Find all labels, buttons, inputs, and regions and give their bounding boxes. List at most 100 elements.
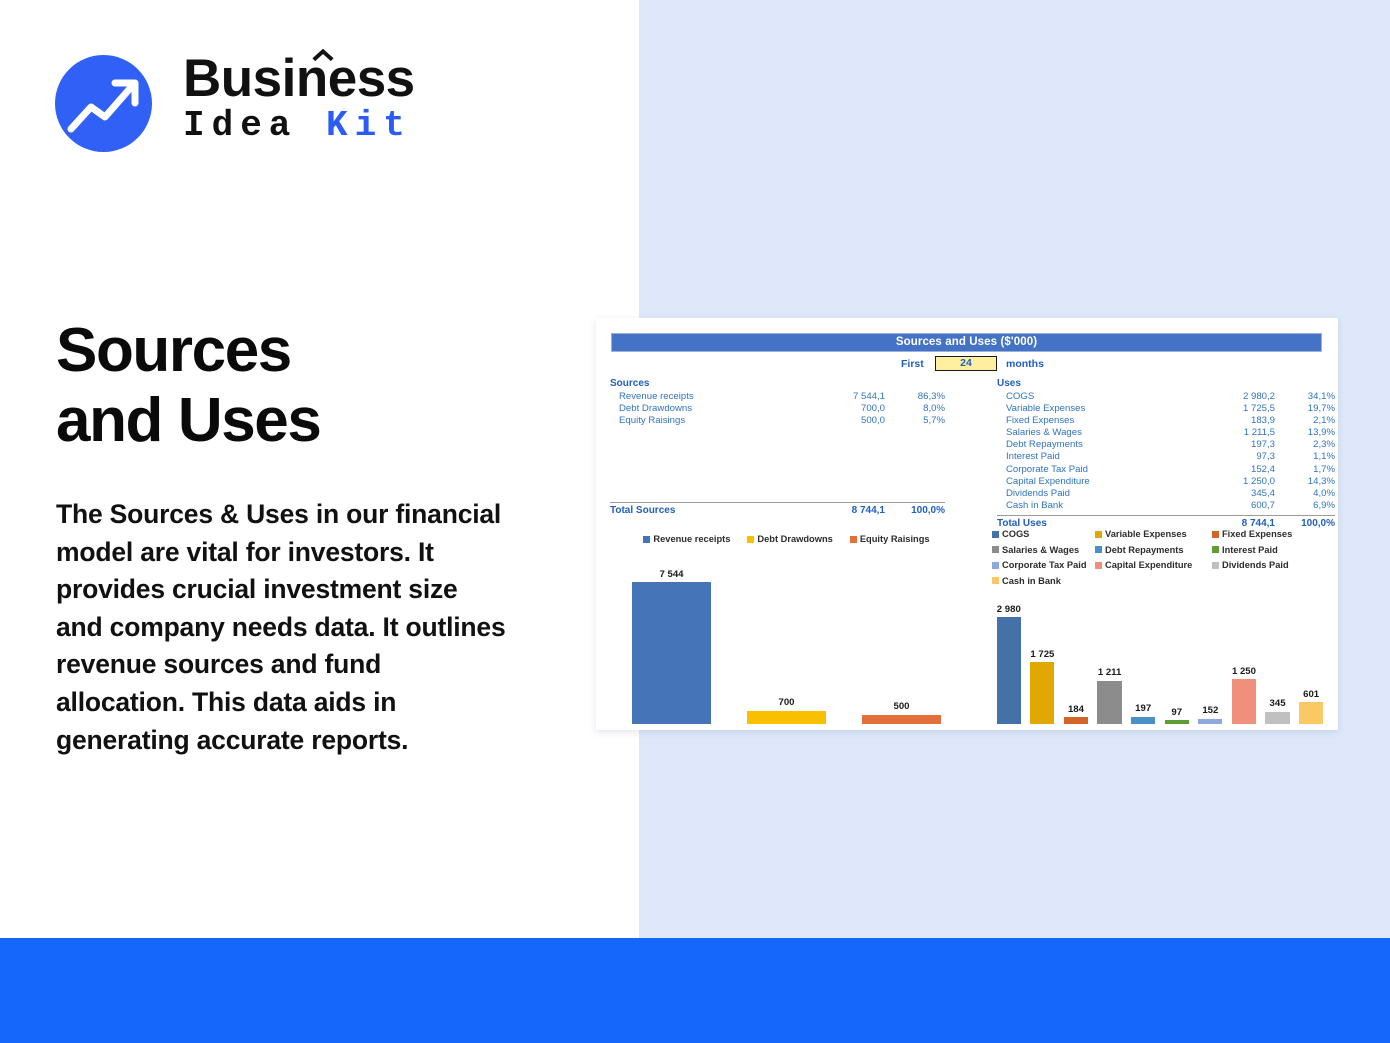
row-value: 500,0	[860, 415, 885, 427]
row-label: Dividends Paid	[1006, 487, 1070, 499]
row-label: Revenue receipts	[619, 391, 694, 402]
uses-bar-chart: 2 980 1 725 184 1 211 197 97 152 1 250 345 601	[992, 599, 1328, 730]
row-percent: 5,7%	[923, 415, 945, 427]
legend-label: Corporate Tax Paid	[1002, 560, 1087, 570]
bar-group: 7 544	[614, 562, 729, 724]
legend-item[interactable]: COGS	[992, 529, 1095, 539]
legend-swatch-icon	[1095, 530, 1102, 538]
legend-label: Variable Expenses	[1105, 529, 1187, 539]
bar[interactable]	[632, 582, 711, 724]
row-percent: 19,7%	[1307, 403, 1335, 415]
table-spacer	[610, 427, 945, 499]
bar[interactable]	[1299, 702, 1324, 724]
bar-value-label: 345	[1269, 698, 1286, 710]
legend-swatch-icon	[1212, 561, 1219, 569]
legend-swatch-icon	[992, 546, 999, 553]
row-value: 197,3	[1250, 439, 1275, 451]
legend-item[interactable]: Corporate Tax Paid	[992, 560, 1095, 570]
table-row: Debt Repayments 197,3 2,3%	[997, 439, 1335, 451]
bar[interactable]	[1063, 717, 1089, 724]
bar-value-label: 197	[1135, 703, 1152, 715]
bar[interactable]	[747, 710, 826, 724]
legend-label: Capital Expenditure	[1105, 560, 1193, 570]
sources-bar-chart: 7 544 700 500	[614, 562, 959, 730]
row-value: 2 980,2	[1242, 391, 1275, 402]
legend-item[interactable]: Debt Repayments	[1095, 545, 1212, 555]
bar[interactable]	[1097, 680, 1122, 724]
legend-swatch-icon	[992, 561, 999, 569]
months-control-row: First 24 months	[596, 356, 1338, 374]
row-label: Variable Expenses	[1006, 403, 1086, 415]
legend-label: COGS	[1002, 529, 1030, 539]
legend-swatch-icon	[1095, 546, 1102, 553]
row-label: Equity Raisings	[619, 415, 686, 427]
legend-item[interactable]: Fixed Expenses	[1212, 529, 1322, 539]
table-row: Revenue receipts 7 544,1 86,3%	[610, 391, 945, 403]
legend-item[interactable]: Revenue receipts	[643, 534, 730, 544]
legend-item[interactable]: Dividends Paid	[1212, 560, 1322, 570]
bar-value-label: 184	[1067, 703, 1084, 715]
uses-table: Uses COGS 2 980,2 34,1% Variable Expense…	[997, 378, 1335, 530]
legend-item[interactable]: Variable Expenses	[1095, 529, 1212, 539]
row-label: Corporate Tax Paid	[1006, 463, 1088, 475]
bar[interactable]	[1231, 679, 1257, 724]
uses-bars: 2 980 1 725 184 1 211 197 97 152 1 250 345 601	[992, 599, 1328, 724]
bar-value-label: 2 980	[996, 603, 1021, 615]
row-percent: 34,1%	[1307, 391, 1335, 402]
bar[interactable]	[1265, 711, 1290, 724]
footer-stripe	[0, 938, 1390, 1043]
table-divider	[610, 502, 945, 504]
row-percent: 8,0%	[923, 403, 945, 415]
bar[interactable]	[1030, 662, 1055, 724]
legend-item[interactable]: Interest Paid	[1212, 545, 1322, 555]
row-percent: 14,3%	[1307, 475, 1335, 487]
sources-bars: 7 544 700 500	[614, 562, 959, 724]
total-percent: 100,0%	[911, 505, 945, 517]
brand-name-line1: Business	[183, 49, 415, 108]
row-label: Salaries & Wages	[1006, 427, 1082, 439]
bar-group: 97	[1160, 599, 1194, 724]
bar-value-label: 700	[778, 697, 795, 709]
bar-value-label: 500	[893, 701, 910, 713]
brand-logo: Business Idea Kit	[55, 48, 475, 158]
bar-group: 700	[729, 562, 844, 724]
row-value: 345,4	[1250, 487, 1275, 499]
bar[interactable]	[996, 617, 1021, 724]
row-value: 1 725,5	[1242, 403, 1275, 415]
row-label: COGS	[1006, 391, 1035, 402]
bar-group: 1 211	[1093, 599, 1127, 724]
bar[interactable]	[1131, 716, 1156, 724]
sources-heading: Sources	[610, 378, 650, 389]
growth-arrow-chart-icon	[55, 55, 152, 152]
legend-swatch-icon	[1212, 530, 1219, 538]
legend-label: Salaries & Wages	[1002, 544, 1080, 555]
table-row: Debt Drawdowns 700,0 8,0%	[610, 403, 945, 415]
legend-item[interactable]: Salaries & Wages	[992, 545, 1095, 555]
bar-group: 601	[1294, 599, 1328, 724]
row-label: Debt Drawdowns	[619, 403, 693, 415]
table-row: COGS 2 980,2 34,1%	[997, 391, 1335, 403]
row-label: Cash in Bank	[1006, 499, 1064, 511]
bar[interactable]	[862, 714, 941, 724]
table-row: Fixed Expenses 183,9 2,1%	[997, 415, 1335, 427]
legend-item[interactable]: Debt Drawdowns	[747, 534, 833, 544]
bar[interactable]	[1164, 720, 1189, 724]
row-label: Capital Expenditure	[1006, 475, 1090, 487]
row-value: 1 250,0	[1242, 475, 1275, 487]
bar[interactable]	[1198, 718, 1223, 724]
row-percent: 6,9%	[1313, 499, 1335, 511]
legend-label: Fixed Expenses	[1222, 529, 1293, 539]
legend-swatch-icon	[849, 535, 857, 543]
total-percent: 100,0%	[1301, 517, 1335, 529]
legend-item[interactable]: Equity Raisings	[849, 534, 930, 544]
months-input[interactable]: 24	[935, 356, 997, 371]
legend-label: Cash in Bank	[1002, 575, 1061, 586]
row-label: Debt Repayments	[1006, 439, 1083, 451]
legend-item[interactable]: Capital Expenditure	[1095, 560, 1212, 570]
row-value: 1 211,5	[1243, 427, 1275, 439]
legend-item[interactable]: Cash in Bank	[992, 576, 1095, 586]
months-suffix-label: months	[1006, 358, 1044, 370]
row-label: Fixed Expenses	[1006, 415, 1075, 427]
brand-wordmark: Business Idea Kit	[183, 48, 415, 146]
